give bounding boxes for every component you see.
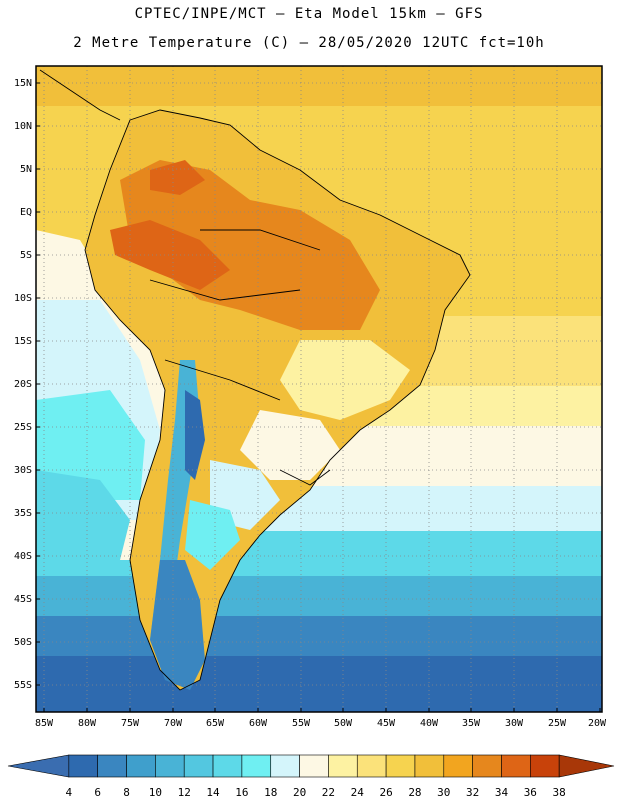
- colorbar-swatch: [126, 754, 156, 778]
- colorbar-level-label: 16: [235, 786, 248, 799]
- lat-label: 40S: [14, 551, 32, 562]
- colorbar-swatch: [7, 754, 70, 778]
- lat-label: 35S: [14, 508, 32, 519]
- colorbar-swatch: [472, 754, 502, 778]
- colorbar-swatch: [356, 754, 387, 778]
- colorbar-level-label: 18: [264, 786, 277, 799]
- colorbar-swatch: [241, 754, 272, 778]
- map-frame: [35, 65, 603, 713]
- colorbar-swatch: [328, 754, 358, 778]
- lat-label: 25S: [14, 422, 32, 433]
- colorbar-level-label: 22: [322, 786, 335, 799]
- colorbar-level-label: 8: [123, 786, 130, 799]
- lon-label: 85W: [35, 718, 54, 729]
- colorbar-swatch: [530, 754, 560, 778]
- colorbar-swatch: [212, 754, 243, 778]
- lon-label: 35W: [462, 718, 481, 729]
- lat-label: 10N: [14, 121, 32, 132]
- colorbar-level-label: 36: [524, 786, 537, 799]
- colorbar-swatch: [97, 754, 127, 778]
- lon-label: 75W: [121, 718, 140, 729]
- colorbar-swatch: [501, 754, 531, 778]
- colorbar-level-label: 14: [206, 786, 220, 799]
- lon-label: 40W: [420, 718, 439, 729]
- chart-title-line1: CPTEC/INPE/MCT – Eta Model 15km – GFS: [134, 6, 484, 22]
- colorbar-level-label: 26: [379, 786, 392, 799]
- chart-title-line2: 2 Metre Temperature (C) – 28/05/2020 12U…: [73, 35, 545, 51]
- lat-label: 5N: [20, 164, 32, 175]
- lat-label: 5S: [20, 250, 32, 261]
- lat-label: 15S: [14, 336, 32, 347]
- lat-label: 15N: [14, 78, 32, 89]
- lat-label: 20S: [14, 379, 32, 390]
- colorbar-swatch: [68, 754, 98, 778]
- colorbar-level-label: 24: [351, 786, 365, 799]
- coastlines: [39, 69, 471, 691]
- colorbar-swatch: [414, 754, 445, 778]
- latitude-labels: 15N 10N 5N EQ 5S 10S 15S 20S 25S 30S 35S…: [14, 78, 32, 691]
- lon-label: 55W: [292, 718, 311, 729]
- colorbar-level-label: 38: [553, 786, 566, 799]
- colorbar-level-label: 6: [94, 786, 101, 799]
- lon-label: 50W: [334, 718, 353, 729]
- lat-label: EQ: [20, 207, 32, 218]
- colorbar-swatch: [443, 754, 473, 778]
- colorbar-swatch: [155, 754, 185, 778]
- lon-label: 20W: [588, 718, 607, 729]
- colorbar-level-label: 30: [437, 786, 450, 799]
- colorbar-level-label: 34: [495, 786, 509, 799]
- lon-label: 65W: [206, 718, 225, 729]
- colorbar-level-label: 4: [66, 786, 73, 799]
- longitude-labels: 85W 80W 75W 70W 65W 60W 55W 50W 45W 40W …: [35, 718, 607, 729]
- colorbar-level-label: 32: [466, 786, 479, 799]
- lon-label: 70W: [164, 718, 183, 729]
- axis-ticks: [36, 82, 601, 712]
- lat-label: 55S: [14, 680, 32, 691]
- lat-label: 45S: [14, 594, 32, 605]
- colorbar-level-label: 12: [178, 786, 191, 799]
- lon-label: 60W: [249, 718, 268, 729]
- colorbar-level-label: 28: [408, 786, 421, 799]
- colorbar-level-label: 20: [293, 786, 306, 799]
- lat-label: 50S: [14, 637, 32, 648]
- colorbar-swatch: [299, 754, 329, 778]
- colorbar-swatch: [558, 754, 615, 778]
- lon-label: 25W: [548, 718, 567, 729]
- colorbar-swatch: [385, 754, 416, 778]
- colorbar-level-label: 10: [149, 786, 162, 799]
- lat-label: 10S: [14, 293, 32, 304]
- colorbar-legend: 4 6 8 10 12 14 16 18 20 22 24 26 28 30 32 34 36 38: [7, 754, 615, 799]
- temperature-field: [36, 66, 602, 712]
- lon-label: 80W: [78, 718, 97, 729]
- lon-label: 45W: [377, 718, 396, 729]
- lon-label: 30W: [505, 718, 524, 729]
- colorbar-swatch: [183, 754, 214, 778]
- colorbar-swatch: [270, 754, 300, 778]
- lat-label: 30S: [14, 465, 32, 476]
